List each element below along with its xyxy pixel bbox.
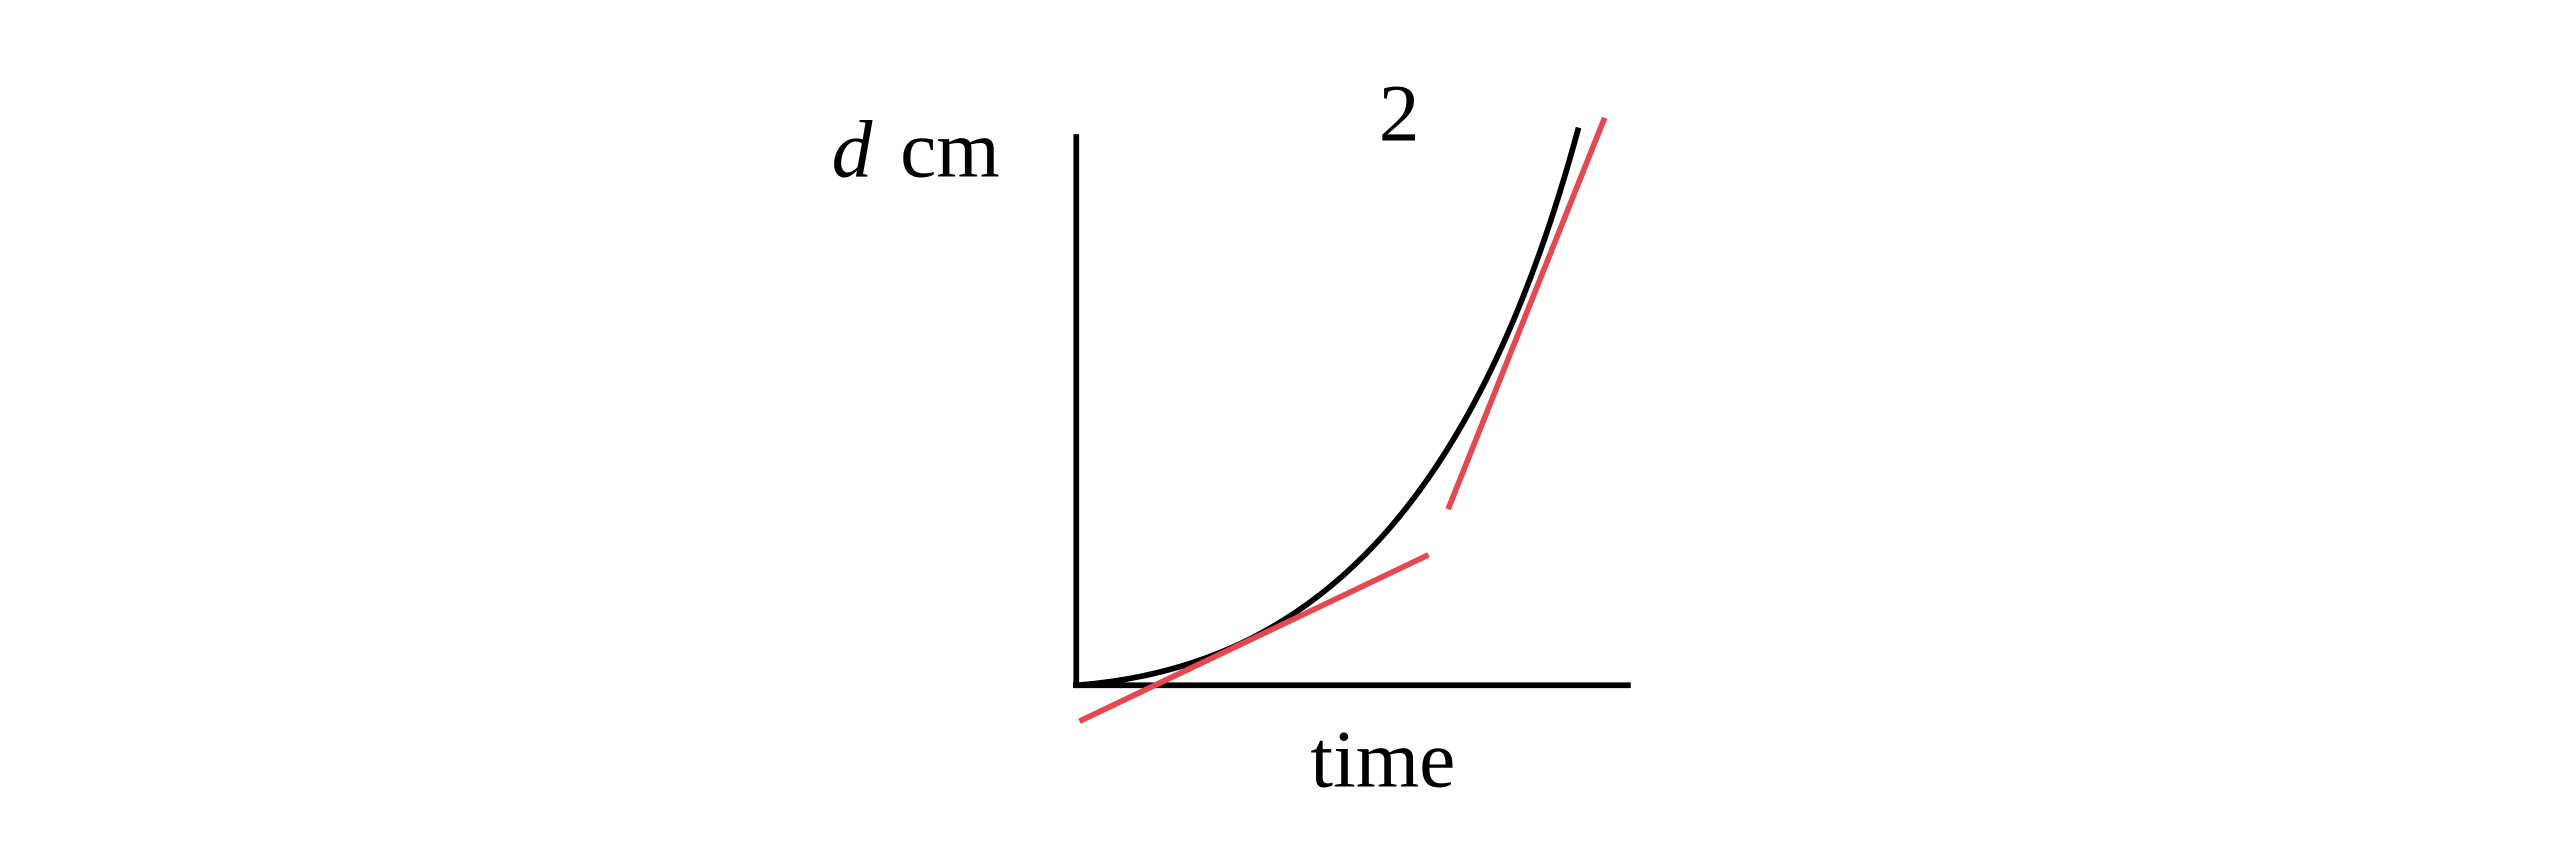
panel-label: 2	[1379, 68, 1420, 159]
y-axis-unit: cm	[900, 103, 1000, 194]
x-axis-label: time	[1310, 713, 1455, 804]
curve	[1076, 126, 1582, 689]
tangent-line	[1078, 552, 1430, 724]
y-axis-variable: d	[832, 103, 873, 194]
tangent-line	[1445, 116, 1608, 511]
